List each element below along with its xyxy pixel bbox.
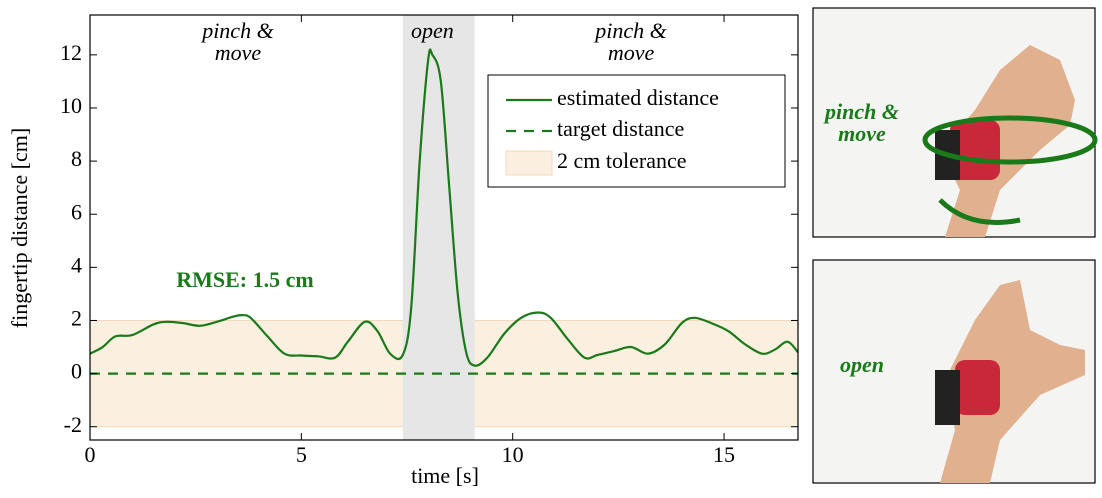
phase-label: move bbox=[215, 40, 262, 65]
open-region bbox=[402, 15, 475, 440]
y-tick-label: 12 bbox=[60, 40, 82, 65]
photo-label: open bbox=[840, 352, 884, 377]
y-tick-label: 4 bbox=[71, 252, 82, 277]
phase-label: pinch & bbox=[593, 18, 667, 43]
x-tick-label: 5 bbox=[296, 442, 307, 467]
y-tick-label: 0 bbox=[71, 359, 82, 384]
y-tick-label: 8 bbox=[71, 146, 82, 171]
x-tick-label: 0 bbox=[85, 442, 96, 467]
phase-label: move bbox=[608, 40, 655, 65]
x-tick-label: 15 bbox=[713, 442, 735, 467]
rmse-label: RMSE: 1.5 cm bbox=[176, 267, 313, 292]
legend-label: estimated distance bbox=[557, 85, 719, 110]
x-tick-label: 10 bbox=[502, 442, 524, 467]
legend-label: 2 cm tolerance bbox=[557, 148, 687, 173]
y-tick-label: -2 bbox=[64, 412, 82, 437]
plot-frame bbox=[89, 14, 799, 441]
y-tick-label: 10 bbox=[60, 93, 82, 118]
y-tick-label: 6 bbox=[71, 199, 82, 224]
y-axis-label: fingertip distance [cm] bbox=[7, 128, 32, 328]
photo-label: move bbox=[838, 121, 886, 146]
legend-label: target distance bbox=[557, 116, 684, 141]
y-tick-label: 2 bbox=[71, 306, 82, 331]
legend-swatch bbox=[505, 150, 553, 176]
photo-pinch bbox=[812, 7, 1098, 238]
phase-label: open bbox=[411, 18, 454, 43]
photo-label: pinch & bbox=[823, 99, 899, 124]
phase-label: pinch & bbox=[200, 18, 274, 43]
x-axis-label: time [s] bbox=[411, 463, 479, 488]
estimated-line bbox=[89, 48, 799, 367]
photo-open bbox=[812, 259, 1096, 484]
